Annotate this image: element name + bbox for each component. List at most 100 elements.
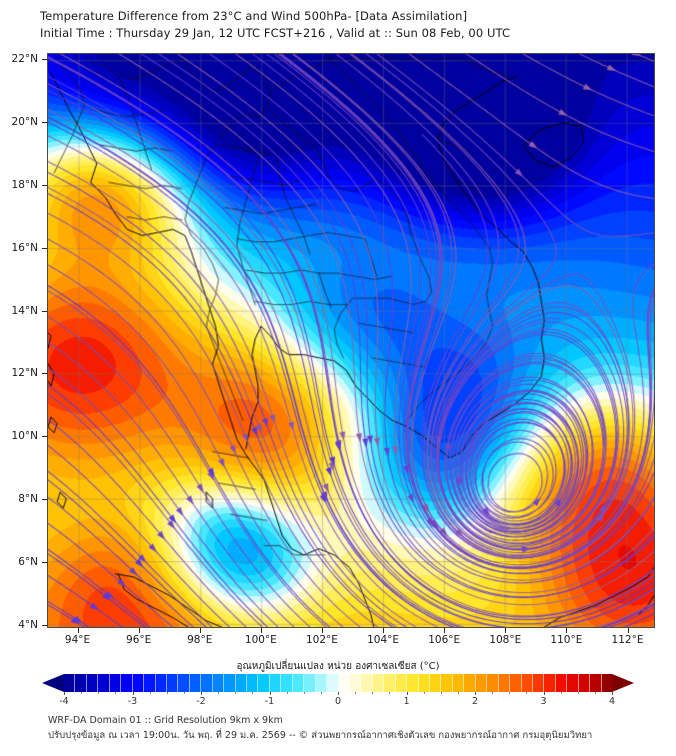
longitude-tick-label: 112°E xyxy=(611,634,644,646)
colorbar-major-tick xyxy=(269,692,271,695)
latitude-tick-mark xyxy=(42,373,47,375)
latitude-tick-mark xyxy=(42,562,47,564)
colorbar-minor-tick xyxy=(440,692,442,694)
latitude-tick-mark xyxy=(42,499,47,501)
colorbar-title: อุณหภูมิเปลี่ยนแปลง หน่วย องศาเซลเซียส (… xyxy=(236,661,440,672)
longitude-tick-label: 104°E xyxy=(367,634,400,646)
colorbar-minor-tick xyxy=(98,692,100,694)
latitude-tick-mark xyxy=(42,247,47,249)
colorbar-cell xyxy=(555,674,568,692)
colorbar-major-tick xyxy=(612,692,613,695)
longitude-tick-label: 96°E xyxy=(126,634,152,646)
colorbar-cell xyxy=(144,674,156,692)
colorbar-cell xyxy=(189,674,202,692)
colorbar-cell xyxy=(567,674,579,692)
colorbar-cell xyxy=(510,674,522,692)
colorbar-tick-label: 2 xyxy=(471,696,479,707)
colorbar-cell xyxy=(487,674,499,692)
longitude-tick-mark xyxy=(444,628,446,633)
colorbar-minor-tick xyxy=(166,692,168,694)
longitude-tick-mark xyxy=(199,628,201,633)
colorbar-cell xyxy=(75,674,87,692)
colorbar-tick-label: 0 xyxy=(334,696,342,707)
colorbar-major-tick xyxy=(475,692,476,695)
longitude-tick-mark xyxy=(138,628,140,633)
colorbar-minor-tick xyxy=(526,692,528,694)
colorbar-cell xyxy=(327,674,339,692)
colorbar-cell xyxy=(178,674,190,692)
colorbar-cell xyxy=(132,674,145,692)
colorbar-minor-tick xyxy=(355,692,357,694)
colorbar-minor-tick xyxy=(389,692,391,694)
longitude-tick-label: 106°E xyxy=(428,634,461,646)
latitude-tick-mark xyxy=(42,59,47,61)
latitude-tick-label: 16°N xyxy=(11,241,38,254)
colorbar-minor-tick xyxy=(183,692,185,694)
colorbar-cell xyxy=(590,674,602,692)
colorbar-minor-tick xyxy=(372,692,374,694)
longitude-tick-mark xyxy=(383,628,385,633)
latitude-tick-label: 22°N xyxy=(11,53,38,66)
latitude-tick-mark xyxy=(42,122,47,124)
colorbar-tick-label: -3 xyxy=(127,696,138,707)
colorbar-tick-label: -4 xyxy=(59,696,69,707)
colorbar-cell xyxy=(235,674,247,692)
colorbar-cell xyxy=(361,674,373,692)
chart-title-line-1: Temperature Difference from 23°C and Win… xyxy=(40,9,468,23)
colorbar-minor-tick xyxy=(81,692,83,694)
longitude-tick-label: 94°E xyxy=(64,634,91,646)
latitude-tick-label: 20°N xyxy=(11,116,38,129)
latitude-tick-mark xyxy=(42,436,47,438)
colorbar-minor-tick xyxy=(457,692,459,694)
colorbar-major-tick xyxy=(543,692,545,695)
colorbar-major-tick xyxy=(406,692,408,695)
chart-title-line-2: Initial Time : Thursday 29 Jan, 12 UTC F… xyxy=(40,26,511,40)
latitude-tick-mark xyxy=(42,310,47,312)
map-plot-area xyxy=(47,53,655,628)
longitude-tick-mark xyxy=(505,628,507,633)
latitude-tick-mark xyxy=(42,184,47,186)
colorbar-minor-tick xyxy=(235,692,237,694)
footer-block: WRF-DA Domain 01 :: Grid Resolution 9km … xyxy=(48,713,668,743)
colorbar-cell xyxy=(109,674,122,692)
colorbar-cell xyxy=(521,674,533,692)
footer-line-credit: ปรับปรุงข้อมูล ณ เวลา 19:00น. วัน พฤ. ที… xyxy=(48,730,593,741)
longitude-tick-label: 102°E xyxy=(306,634,338,646)
colorbar-major-tick xyxy=(201,692,202,695)
colorbar-cell xyxy=(155,674,167,692)
colorbar-cell xyxy=(98,674,110,692)
latitude-tick-label: 14°N xyxy=(11,304,38,317)
latitude-tick-label: 4°N xyxy=(18,618,38,631)
colorbar-cell xyxy=(281,674,293,692)
colorbar-cell xyxy=(212,674,225,692)
colorbar-major-tick xyxy=(64,692,65,695)
longitude-tick-label: 100°E xyxy=(244,634,277,646)
colorbar-minor-tick xyxy=(286,692,288,694)
longitude-tick-mark xyxy=(77,628,79,633)
colorbar-cell xyxy=(304,674,316,692)
longitude-tick-label: 110°E xyxy=(550,634,583,646)
colorbar-tick-label: -2 xyxy=(196,696,206,707)
longitude-tick-mark xyxy=(260,628,262,633)
longitude-tick-mark xyxy=(566,628,568,633)
colorbar-cell xyxy=(544,674,556,692)
colorbar-tick-label: 4 xyxy=(608,696,616,707)
colorbar-cell xyxy=(441,674,453,692)
latitude-tick-label: 6°N xyxy=(18,556,38,569)
colorbar-minor-tick xyxy=(320,692,322,694)
colorbar-cell xyxy=(349,674,362,692)
latitude-tick-label: 10°N xyxy=(11,430,38,443)
colorbar-cell xyxy=(315,674,328,692)
colorbar-cell xyxy=(338,674,350,692)
colorbar-cell xyxy=(292,674,305,692)
colorbar-cell xyxy=(269,674,282,692)
colorbar-minor-tick xyxy=(115,692,117,694)
colorbar-cell xyxy=(395,674,408,692)
colorbar-cell xyxy=(121,674,133,692)
colorbar-under-arrow xyxy=(42,674,64,692)
colorbar-cell xyxy=(201,674,213,692)
colorbar-minor-tick xyxy=(577,692,579,694)
colorbar-tick-label: 3 xyxy=(540,696,547,707)
weather-map-canvas xyxy=(48,54,654,627)
colorbar-cell xyxy=(578,674,591,692)
